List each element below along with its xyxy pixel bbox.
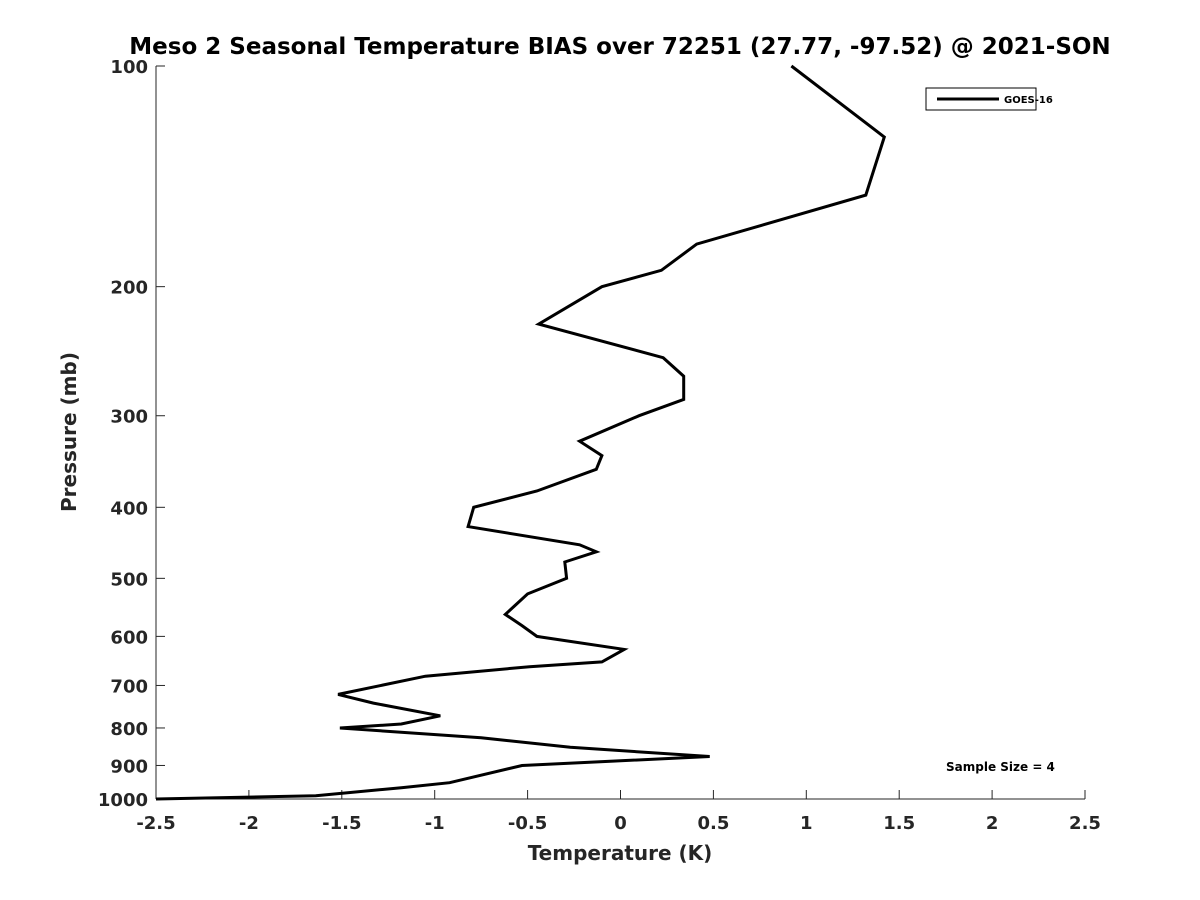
legend-entry-goes16: GOES-16 xyxy=(1004,95,1053,106)
x-tick-label: 2.5 xyxy=(1069,813,1101,834)
y-tick-label: 900 xyxy=(110,756,148,777)
x-tick-label: 1 xyxy=(800,813,813,834)
x-tick-label: -0.5 xyxy=(508,813,547,834)
x-axis-label: Temperature (K) xyxy=(528,841,713,865)
x-tick-label: 0 xyxy=(614,813,627,834)
y-tick-label: 400 xyxy=(110,498,148,519)
y-tick-label: 800 xyxy=(110,719,148,740)
x-tick-label: 0.5 xyxy=(697,813,729,834)
y-tick-label: 1000 xyxy=(98,790,148,811)
series-group xyxy=(155,64,887,801)
legend: GOES-16 xyxy=(925,87,1053,111)
y-axis-label: Pressure (mb) xyxy=(57,352,81,512)
chart-title: Meso 2 Seasonal Temperature BIAS over 72… xyxy=(129,34,1110,60)
x-tick-label: -1.5 xyxy=(322,813,361,834)
y-tick-label: 600 xyxy=(110,627,148,648)
x-tick-label: -2.5 xyxy=(136,813,175,834)
x-tick-label: -2 xyxy=(239,813,259,834)
y-tick-label: 700 xyxy=(110,676,148,697)
y-tick-label: 200 xyxy=(110,278,148,299)
y-tick-label: 300 xyxy=(110,407,148,428)
x-axis-ticks: -2.5 -2 -1.5 -1 -0.5 0 0.5 1 1.5 2 2.5 xyxy=(136,790,1101,834)
sample-size-annotation: Sample Size = 4 xyxy=(946,760,1055,774)
x-tick-label: 1.5 xyxy=(883,813,915,834)
y-axis-ticks: 100 200 300 400 500 600 700 800 900 1000 xyxy=(98,57,165,811)
x-tick-label: 2 xyxy=(986,813,999,834)
y-tick-label: 100 xyxy=(110,57,148,78)
series-line-goes-16 xyxy=(155,64,887,801)
y-tick-label: 500 xyxy=(110,569,148,590)
x-tick-label: -1 xyxy=(425,813,445,834)
